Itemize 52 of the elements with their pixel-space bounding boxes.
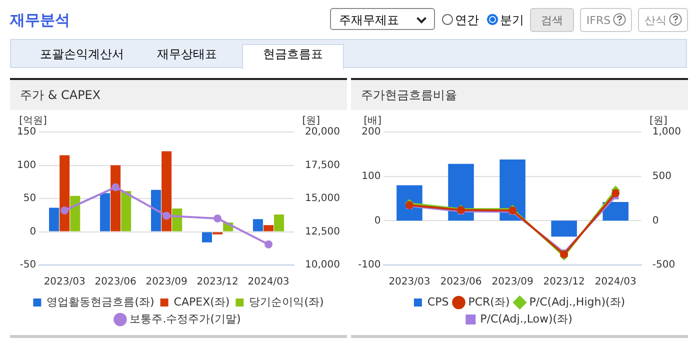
text: 검색 <box>530 8 574 32</box>
y-axis-title: [배] <box>364 116 382 127</box>
x-tick-label: 2023/12 <box>196 276 238 288</box>
text: 분기 <box>499 12 524 29</box>
y2-tick-label: -500 <box>652 260 676 271</box>
legend-label: PCR(좌) <box>468 295 510 308</box>
x-tick-label: 2023/09 <box>146 276 188 288</box>
legend-label: P/C(Adj.,Low)(좌) <box>480 312 572 326</box>
x-tick-label: 2023/12 <box>543 276 585 288</box>
text: 포괄손익계산서 <box>40 46 124 63</box>
x-tick-label: 2023/06 <box>440 276 482 288</box>
legend-label: 영업활동현금흐름(좌) <box>46 295 154 308</box>
chart-title: 주가현금흐름비율 <box>351 80 688 110</box>
text: IFRS <box>580 8 632 32</box>
text: 주재무제표 <box>330 8 435 30</box>
y2-tick-label: 0 <box>652 215 659 226</box>
legend-label: CPS <box>427 295 449 308</box>
x-tick-label: 2023/03 <box>44 276 86 288</box>
y-tick-label: 100 <box>16 160 36 171</box>
y-tick-label: 0 <box>374 215 381 226</box>
y-tick-label: -50 <box>20 260 36 271</box>
y2-tick-label: 500 <box>652 170 672 182</box>
y2-tick-label: 12,500 <box>305 226 340 238</box>
x-tick-label: 2023/03 <box>388 276 430 288</box>
text: 재무분석 <box>10 11 70 30</box>
x-tick-label: 2023/06 <box>94 276 136 288</box>
y-axis-title: [억원] <box>19 116 47 127</box>
legend-label: 보통주.수정주가(기말) <box>130 312 241 326</box>
y-tick-label: 50 <box>23 193 36 204</box>
text: 현금흐름표 <box>263 46 323 63</box>
text: 재무상태표 <box>157 46 217 63</box>
y2-tick-label: 17,500 <box>305 160 340 171</box>
y2-tick-label: 1,000 <box>652 126 682 138</box>
y2-axis-title: [원] <box>302 116 320 127</box>
x-tick-label: 2024/03 <box>248 276 290 288</box>
legend-label: CAPEX(좌) <box>174 295 230 308</box>
y2-tick-label: 15,000 <box>305 193 340 204</box>
y-tick-label: 200 <box>362 126 381 138</box>
y-tick-label: 100 <box>362 170 381 182</box>
chart-title: 주가 & CAPEX <box>10 80 347 110</box>
text: 산식 <box>638 8 688 32</box>
y-tick-label: 150 <box>16 126 36 138</box>
y2-axis-title: [원] <box>650 116 668 127</box>
text: 연간 <box>454 12 479 29</box>
x-tick-label: 2024/03 <box>594 276 636 288</box>
y-tick-label: -100 <box>358 260 381 271</box>
y2-tick-label: 10,000 <box>305 260 340 271</box>
legend-label: 당기순이익(좌) <box>249 295 324 308</box>
y-tick-label: 0 <box>30 226 36 238</box>
legend-label: P/C(Adj.,High)(좌) <box>529 295 626 308</box>
x-tick-label: 2023/09 <box>492 276 534 288</box>
y2-tick-label: 20,000 <box>305 126 340 138</box>
